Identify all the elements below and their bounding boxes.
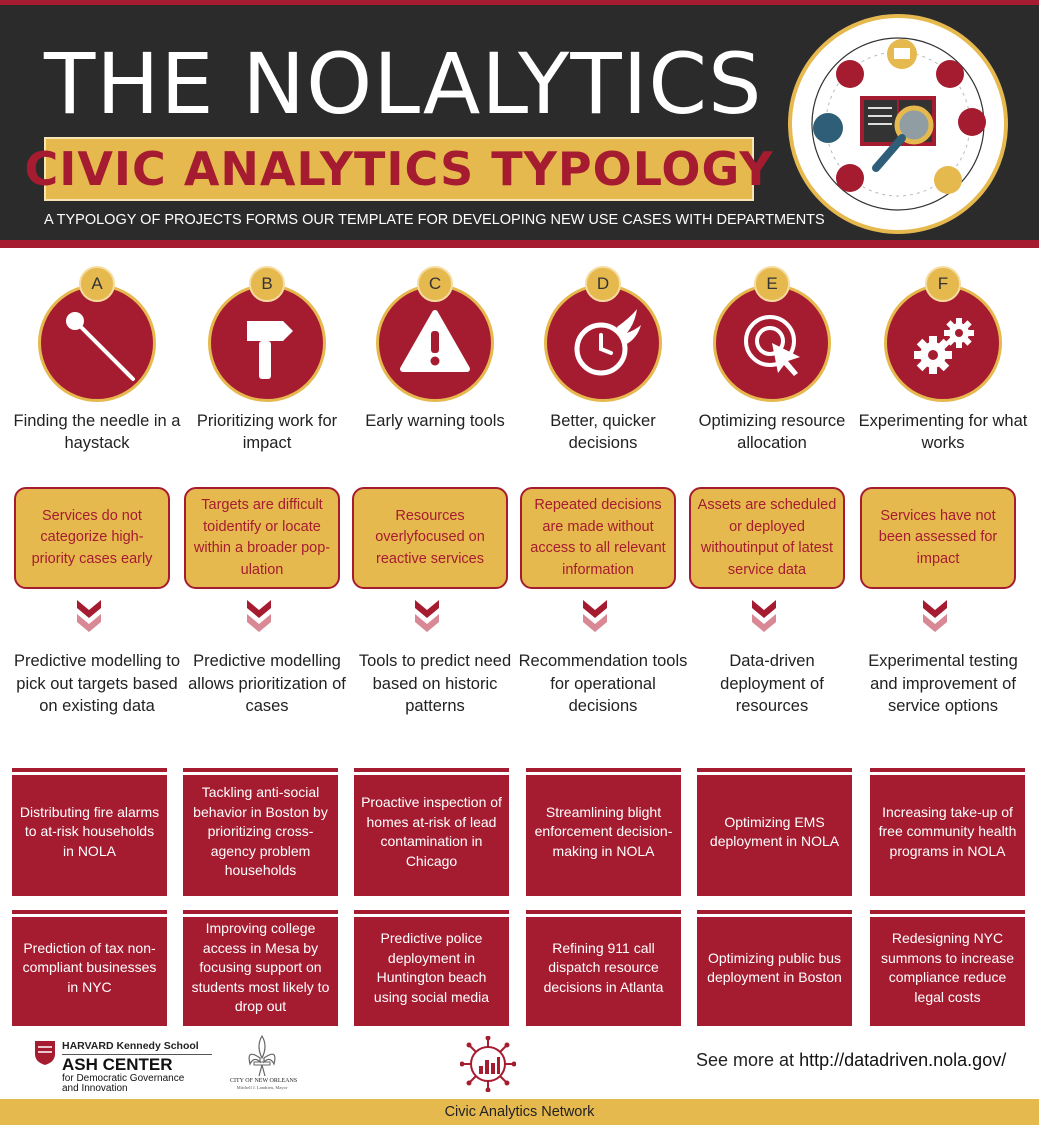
ash-center-subtitle: and Innovation — [62, 1083, 128, 1094]
subtitle-box: CIVIC ANALYTICS TYPOLOGY — [24, 137, 773, 201]
example-card: Distributing fire alarms to at-risk hous… — [12, 768, 167, 896]
chevron-down-icon — [415, 600, 439, 632]
solution-text: Experimental testing and improvement of … — [868, 652, 1018, 715]
example-card: Optimizing EMS deployment in NOLA — [697, 768, 852, 896]
nola-mayor: Mitchell J. Landrieu, Mayor — [236, 1085, 288, 1090]
chevron-down-icon — [247, 600, 271, 632]
gears-icon — [884, 284, 1002, 402]
see-more-text: See more at http://datadriven.nola.gov/ — [696, 1050, 1006, 1071]
column-letter-badge: F — [925, 266, 961, 302]
example-card: Refining 911 call dispatch resource deci… — [526, 910, 681, 1026]
logo-divider — [62, 1054, 212, 1055]
header-banner: THE NOLALYTICS CIVIC ANALYTICS TYPOLOGY … — [0, 0, 1039, 248]
city-of-new-orleans-logo[interactable]: CITY OF NEW ORLEANS Mitchell J. Landrieu… — [230, 1034, 298, 1096]
column-letter-badge: C — [417, 266, 453, 302]
solution-text: Tools to predict need based on historic … — [358, 652, 512, 715]
problem-box: Resources overlyfocused on reactive serv… — [352, 487, 508, 589]
fleur-de-lis-icon — [248, 1034, 276, 1077]
example-card: Prediction of tax non-compliant business… — [12, 910, 167, 1026]
example-card: Proactive inspection of homes at-risk of… — [354, 768, 509, 896]
hammer-icon — [208, 284, 326, 402]
solution-text: Predictive modelling allows prioritizati… — [188, 652, 346, 715]
column-heading: Prioritizing work for impact — [196, 412, 338, 452]
column-heading: Experimenting for what works — [858, 412, 1028, 452]
column-letter-badge: B — [249, 266, 285, 302]
analytics-emblem-icon — [788, 14, 1008, 234]
hks-name: HARVARD Kennedy School — [62, 1040, 199, 1052]
column-heading: Better, quicker decisions — [550, 412, 656, 452]
example-card: Improving college access in Mesa by focu… — [183, 910, 338, 1026]
see-more-prefix: See more at — [696, 1050, 800, 1070]
network-chart-icon — [460, 1036, 516, 1092]
example-card: Increasing take-up of free community hea… — [870, 768, 1025, 896]
problem-box: Assets are scheduled or deployed without… — [689, 487, 845, 589]
footer-bar: Civic Analytics Network — [0, 1099, 1039, 1125]
solution-text: Data-driven deployment of resources — [720, 652, 824, 715]
example-card: Predictive police deployment in Huntingt… — [354, 910, 509, 1026]
harvard-shield-icon — [35, 1041, 55, 1065]
column-letter-badge: A — [79, 266, 115, 302]
ash-center-logo[interactable]: HARVARD Kennedy School ASH CENTER for De… — [34, 1040, 212, 1094]
header-bottom-line — [0, 240, 1039, 248]
column-heading: Finding the needle in a haystack — [13, 412, 181, 452]
page-title: THE NOLALYTICS — [44, 35, 763, 133]
column-letter-badge: E — [754, 266, 790, 302]
problem-box: Repeated decisions are made without acce… — [520, 487, 676, 589]
example-card: Redesigning NYC summons to increase comp… — [870, 910, 1025, 1026]
see-more-link[interactable]: http://datadriven.nola.gov/ — [799, 1050, 1007, 1070]
chevron-down-icon — [77, 600, 101, 632]
fast-clock-icon — [544, 284, 662, 402]
ash-center-name: ASH CENTER — [62, 1055, 173, 1074]
solution-text: Recommendation tools for operational dec… — [518, 652, 688, 715]
problem-box: Services have not been assessed for impa… — [860, 487, 1016, 589]
ash-center-subtitle: for Democratic Governance — [62, 1073, 185, 1084]
problem-box: Services do not categorize high-priority… — [14, 487, 170, 589]
example-card: Streamlining blight enforcement decision… — [526, 768, 681, 896]
network-name: Civic Analytics Network — [444, 1104, 595, 1120]
warning-icon — [376, 284, 494, 402]
tagline: A TYPOLOGY OF PROJECTS FORMS OUR TEMPLAT… — [44, 212, 825, 228]
header-top-line — [0, 0, 1039, 5]
chevron-down-icon — [923, 600, 947, 632]
page-subtitle: CIVIC ANALYTICS TYPOLOGY — [24, 142, 774, 196]
needle-icon — [38, 284, 156, 402]
column-heading: Optimizing resource allocation — [698, 412, 846, 452]
column-heading: Early warning tools — [365, 412, 505, 430]
problem-box: Targets are difficult toidentify or loca… — [184, 487, 340, 589]
solution-text: Predictive modelling to pick out targets… — [14, 652, 180, 715]
target-cursor-icon — [713, 284, 831, 402]
example-card: Optimizing public bus deployment in Bost… — [697, 910, 852, 1026]
column-letter-badge: D — [585, 266, 621, 302]
chevron-down-icon — [583, 600, 607, 632]
chevron-down-icon — [752, 600, 776, 632]
example-card: Tackling anti-social behavior in Boston … — [183, 768, 338, 896]
nola-city-name: CITY OF NEW ORLEANS — [230, 1078, 298, 1084]
